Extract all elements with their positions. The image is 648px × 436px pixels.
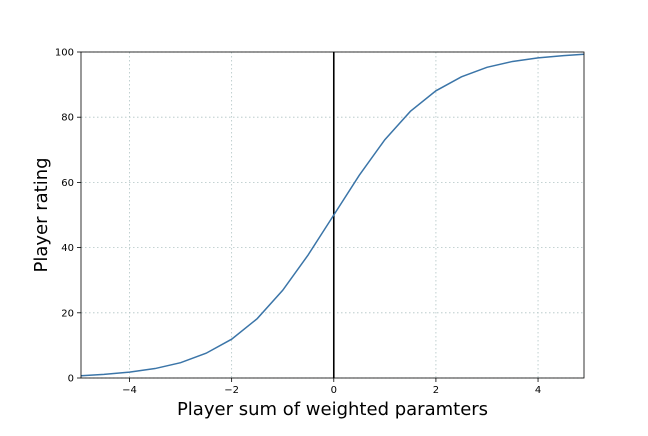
x-tick-label-3: 2 <box>433 385 439 396</box>
x-ticks: −4 −2 0 2 4 <box>122 378 541 396</box>
sigmoid-series-line-0 <box>80 53 585 377</box>
y-ticks: 0 20 40 60 80 100 <box>55 48 81 385</box>
plot-frame <box>80 51 585 379</box>
y-tick-label-1: 20 <box>61 308 74 319</box>
x-axis-label: Player sum of weighted paramters <box>177 399 488 420</box>
x-tick-label-1: −2 <box>224 385 239 396</box>
y-axis-label: Player rating <box>31 157 52 272</box>
grid-layer <box>81 51 584 379</box>
y-tick-label-3: 60 <box>61 178 74 189</box>
y-tick-label-0: 0 <box>68 374 74 385</box>
x-tick-label-2: 0 <box>331 385 337 396</box>
x-tick-label-0: −4 <box>122 385 137 396</box>
y-tick-label-5: 100 <box>55 48 74 59</box>
y-tick-label-4: 80 <box>61 113 74 124</box>
x-tick-label-4: 4 <box>535 385 541 396</box>
y-tick-label-2: 40 <box>61 243 74 254</box>
series-layer <box>80 53 585 377</box>
